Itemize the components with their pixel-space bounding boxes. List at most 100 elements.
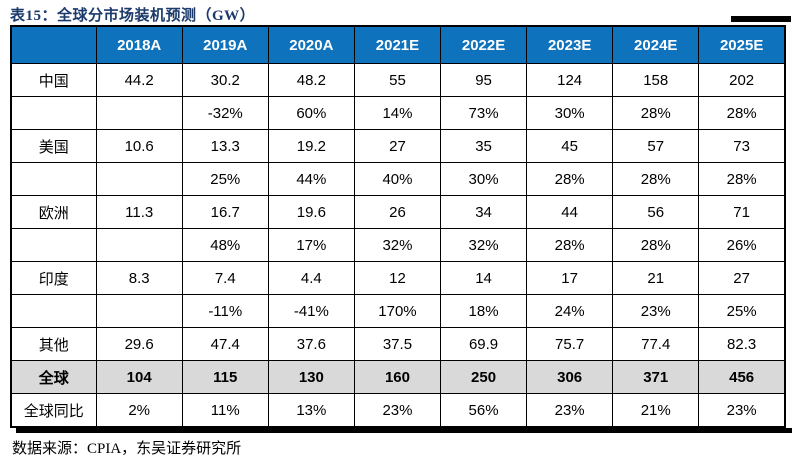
data-cell: 55 xyxy=(353,63,442,97)
data-cell: 250 xyxy=(439,360,528,394)
data-cell: 28% xyxy=(698,96,786,130)
data-cell: 75.7 xyxy=(526,327,614,361)
data-cell: 37.5 xyxy=(353,327,442,361)
data-cell: 27 xyxy=(698,261,786,295)
data-cell: 28% xyxy=(526,162,614,196)
data-cell: 17% xyxy=(267,228,355,262)
data-cell: 71 xyxy=(698,195,786,229)
header-cell-year: 2021E xyxy=(353,25,442,64)
data-cell: 56 xyxy=(612,195,700,229)
data-cell: 26% xyxy=(698,228,786,262)
data-cell: 37.6 xyxy=(267,327,355,361)
row-label xyxy=(10,228,97,262)
data-cell: 48% xyxy=(181,228,269,262)
data-cell: 8.3 xyxy=(95,261,183,295)
forecast-table: 2018A 2019A 2020A 2021E 2022E 2023E 2024E 2025E… xyxy=(10,25,786,428)
forecast-table-body: 2018A 2019A 2020A 2021E 2022E 2023E 2024E 2025E… xyxy=(10,25,786,428)
data-cell: 160 xyxy=(353,360,442,394)
data-cell: 158 xyxy=(612,63,700,97)
data-cell: 56% xyxy=(439,393,528,428)
table-header-row: 2018A 2019A 2020A 2021E 2022E 2023E 2024E 2025E xyxy=(10,25,786,64)
row-label: 全球 xyxy=(10,360,97,394)
data-cell xyxy=(95,294,183,328)
data-cell: 306 xyxy=(526,360,614,394)
data-cell: 18% xyxy=(439,294,528,328)
data-cell: 30.2 xyxy=(181,63,269,97)
data-cell: 82.3 xyxy=(698,327,786,361)
data-cell: 456 xyxy=(698,360,786,394)
data-cell: 13% xyxy=(267,393,355,428)
data-cell: 95 xyxy=(439,63,528,97)
data-cell: 23% xyxy=(612,294,700,328)
data-cell: 104 xyxy=(95,360,183,394)
data-source-note: 数据来源：CPIA，东吴证券研究所 xyxy=(12,441,242,457)
data-cell: 28% xyxy=(612,228,700,262)
header-cell-year: 2025E xyxy=(698,25,786,64)
data-cell: 12 xyxy=(353,261,442,295)
data-cell: 7.4 xyxy=(181,261,269,295)
data-cell: 16.7 xyxy=(181,195,269,229)
data-cell: 30% xyxy=(439,162,528,196)
data-cell: -32% xyxy=(181,96,269,130)
table-row: 48% 17% 32% 32% 28% 28% 26% xyxy=(10,228,786,262)
data-cell: 10.6 xyxy=(95,129,183,163)
header-cell-year: 2018A xyxy=(95,25,183,64)
table-row: 美国 10.6 13.3 19.2 27 35 45 57 73 xyxy=(10,129,786,163)
data-cell: 73 xyxy=(698,129,786,163)
data-cell: 19.6 xyxy=(267,195,355,229)
data-cell: 47.4 xyxy=(181,327,269,361)
header-cell-year: 2023E xyxy=(526,25,614,64)
row-label: 全球同比 xyxy=(10,393,97,428)
data-cell: 130 xyxy=(267,360,355,394)
table-row: -32% 60% 14% 73% 30% 28% 28% xyxy=(10,96,786,130)
row-label xyxy=(10,294,97,328)
data-cell: 29.6 xyxy=(95,327,183,361)
data-cell: 73% xyxy=(439,96,528,130)
data-cell: 26 xyxy=(353,195,442,229)
row-label xyxy=(10,96,97,130)
data-cell: 13.3 xyxy=(181,129,269,163)
data-cell: 23% xyxy=(526,393,614,428)
row-label: 其他 xyxy=(10,327,97,361)
table-row: 其他 29.6 47.4 37.6 37.5 69.9 75.7 77.4 82.3 xyxy=(10,327,786,361)
data-cell: 28% xyxy=(612,162,700,196)
header-cell-year: 2019A xyxy=(181,25,269,64)
data-cell: 44% xyxy=(267,162,355,196)
data-cell: 21% xyxy=(612,393,700,428)
table-caption: 表15：全球分市场装机预测（GW） xyxy=(10,8,256,24)
data-cell: 371 xyxy=(612,360,700,394)
row-label: 中国 xyxy=(10,63,97,97)
data-cell: 57 xyxy=(612,129,700,163)
row-label: 欧洲 xyxy=(10,195,97,229)
data-cell: 44.2 xyxy=(95,63,183,97)
data-cell: 4.4 xyxy=(267,261,355,295)
row-label: 印度 xyxy=(10,261,97,295)
data-cell: 170% xyxy=(353,294,442,328)
data-cell: 45 xyxy=(526,129,614,163)
data-cell: 14 xyxy=(439,261,528,295)
data-cell: 23% xyxy=(698,393,786,428)
row-label: 美国 xyxy=(10,129,97,163)
data-cell: 21 xyxy=(612,261,700,295)
table-row: 全球 104 115 130 160 250 306 371 456 xyxy=(10,360,786,394)
data-cell: 14% xyxy=(353,96,442,130)
data-cell: 202 xyxy=(698,63,786,97)
data-cell: 30% xyxy=(526,96,614,130)
table-row: 全球同比 2% 11% 13% 23% 56% 23% 21% 23% xyxy=(10,393,786,428)
data-cell: 48.2 xyxy=(267,63,355,97)
data-cell: 115 xyxy=(181,360,269,394)
header-cell-year: 2022E xyxy=(439,25,528,64)
data-cell: 2% xyxy=(95,393,183,428)
data-cell: 40% xyxy=(353,162,442,196)
data-cell: 19.2 xyxy=(267,129,355,163)
data-cell: 27 xyxy=(353,129,442,163)
data-cell: 35 xyxy=(439,129,528,163)
data-cell: 60% xyxy=(267,96,355,130)
data-cell: 23% xyxy=(353,393,442,428)
data-cell: 32% xyxy=(439,228,528,262)
data-cell: 24% xyxy=(526,294,614,328)
table-row: 中国 44.2 30.2 48.2 55 95 124 158 202 xyxy=(10,63,786,97)
data-cell: 28% xyxy=(698,162,786,196)
header-cell-blank xyxy=(10,25,97,64)
forecast-table-container: 2018A 2019A 2020A 2021E 2022E 2023E 2024E 2025E… xyxy=(10,16,792,433)
